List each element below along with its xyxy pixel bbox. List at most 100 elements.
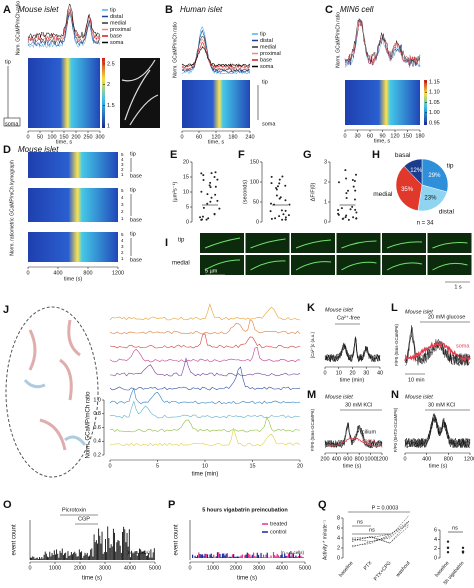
cilium bbox=[295, 239, 332, 249]
x-axis-label: time, s bbox=[56, 139, 72, 145]
trace bbox=[324, 422, 383, 449]
histogram-bar bbox=[142, 551, 144, 560]
label: (n = 5 cells) bbox=[281, 550, 305, 555]
histogram-bar bbox=[250, 556, 252, 558]
row-label: 5 bbox=[121, 152, 124, 157]
x-tick-label: 0 bbox=[180, 134, 183, 140]
panel-letter: P bbox=[168, 499, 175, 511]
panel-letter: O bbox=[3, 499, 12, 511]
label: base bbox=[130, 173, 142, 179]
histogram-bar bbox=[35, 557, 37, 560]
histogram-bar bbox=[127, 546, 129, 560]
legend-label: medial bbox=[260, 44, 276, 50]
y-tick-label: 0 bbox=[337, 555, 340, 561]
y-tick-label: 1 bbox=[107, 123, 110, 129]
histogram-bar bbox=[270, 555, 272, 558]
histogram-bar bbox=[241, 554, 243, 558]
label: soma bbox=[362, 438, 376, 444]
x-axis-label: time, s bbox=[374, 138, 390, 144]
dot bbox=[202, 206, 205, 209]
x-tick-label: 20 bbox=[297, 463, 303, 469]
dot bbox=[202, 174, 205, 177]
panel-letter: I bbox=[165, 237, 168, 249]
label: medial bbox=[172, 261, 190, 267]
dot bbox=[347, 218, 350, 221]
dot bbox=[201, 215, 204, 218]
histogram-bar bbox=[231, 554, 234, 558]
histogram-bar bbox=[78, 549, 80, 560]
dot bbox=[282, 213, 285, 216]
histogram-bar bbox=[137, 552, 139, 560]
histogram-bar bbox=[204, 553, 206, 558]
dot bbox=[278, 178, 281, 181]
legend-label: medial bbox=[110, 20, 126, 26]
row-label: 1 bbox=[121, 172, 124, 177]
x-tick-label: 120 bbox=[390, 133, 399, 139]
frame bbox=[200, 233, 244, 253]
histogram-bar bbox=[30, 557, 31, 560]
y-axis-label: Nom. GCaMP/mCh ratio bbox=[15, 1, 21, 55]
y-tick-label: 0.4 bbox=[93, 439, 101, 445]
panel-title: Mouse islet bbox=[405, 394, 433, 400]
dot bbox=[280, 209, 283, 212]
histogram-bar bbox=[289, 552, 291, 558]
trace bbox=[181, 42, 251, 69]
dot bbox=[337, 213, 340, 216]
dot bbox=[281, 175, 284, 178]
y-tick-label: 4 bbox=[337, 535, 340, 541]
histogram-bar bbox=[102, 553, 104, 560]
histogram-bar bbox=[244, 555, 246, 558]
dot bbox=[345, 214, 348, 217]
legend-label: tip bbox=[260, 31, 266, 37]
x-tick-label: 3000 bbox=[253, 565, 265, 571]
dot bbox=[208, 184, 211, 187]
x-tick-label: 100 bbox=[47, 134, 56, 140]
x-tick-label: 800 bbox=[83, 270, 92, 276]
histogram-bar bbox=[58, 557, 60, 560]
legend-label: soma bbox=[260, 64, 274, 70]
dot bbox=[337, 209, 340, 212]
dot bbox=[446, 546, 450, 550]
dot bbox=[344, 169, 347, 172]
dot bbox=[218, 207, 221, 210]
trace bbox=[324, 436, 383, 448]
dot bbox=[351, 205, 354, 208]
cilium bbox=[341, 240, 377, 249]
dot bbox=[284, 209, 287, 212]
heatmap bbox=[345, 80, 420, 125]
x-tick-label: 180 bbox=[228, 134, 237, 140]
kymograph bbox=[28, 232, 118, 262]
histogram-bar bbox=[45, 553, 47, 560]
cell-sketch bbox=[23, 379, 87, 446]
frame bbox=[291, 255, 335, 275]
histogram-bar bbox=[259, 557, 261, 558]
paired-line bbox=[351, 515, 410, 548]
histogram-bar bbox=[201, 554, 204, 558]
trace bbox=[109, 333, 301, 349]
histogram-bar bbox=[70, 551, 72, 560]
histogram-bar bbox=[220, 557, 222, 558]
trace bbox=[344, 19, 421, 65]
cilium bbox=[295, 261, 332, 271]
histogram-bar bbox=[203, 555, 205, 558]
histogram-bar bbox=[218, 552, 220, 558]
trace bbox=[109, 366, 301, 391]
histogram-bar bbox=[248, 553, 250, 558]
histogram-bar bbox=[132, 553, 134, 560]
histogram-bar bbox=[101, 531, 103, 560]
dot bbox=[344, 216, 347, 219]
histogram-bar bbox=[221, 553, 224, 558]
histogram-bar bbox=[260, 552, 262, 558]
y-tick-label: 6 bbox=[337, 525, 340, 531]
y-axis-label: Norm. ratiometric GCaMP/mCh kymograph bbox=[9, 160, 15, 256]
label: tip bbox=[262, 79, 268, 85]
histogram-bar bbox=[213, 554, 215, 558]
histogram-bar bbox=[275, 556, 277, 558]
trace bbox=[404, 325, 471, 366]
row-label: 2 bbox=[121, 250, 124, 255]
panel-letter: D bbox=[3, 144, 11, 156]
row-label: 3 bbox=[121, 244, 124, 249]
x-tick-label: 200 bbox=[320, 456, 329, 462]
histogram-bar bbox=[61, 548, 63, 560]
histogram-bar bbox=[261, 557, 263, 558]
